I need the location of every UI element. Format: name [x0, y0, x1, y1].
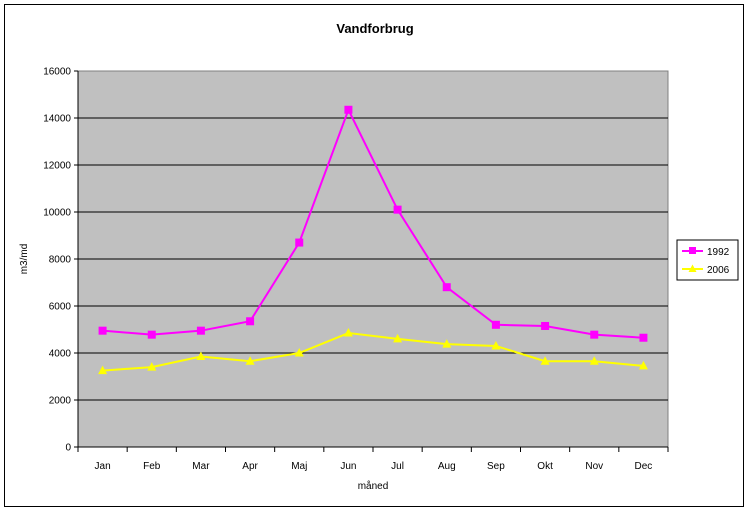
data-point-2006: [196, 351, 206, 361]
x-tick-label: Sep: [487, 461, 505, 472]
x-tick-label: Jan: [95, 461, 111, 472]
data-point-2006: [98, 365, 108, 375]
data-point-1992: [147, 330, 156, 339]
chart-frame: Vandforbrug 0 2000 4000 6000 8000 10000 12000 1…: [4, 4, 744, 507]
y-axis-label: m3/md: [19, 244, 30, 275]
data-point-1992: [541, 321, 550, 330]
data-point-2006: [245, 356, 255, 365]
x-axis-label: måned: [358, 480, 389, 492]
data-point-1992: [295, 238, 304, 247]
data-point-1992: [491, 320, 500, 329]
y-tick-label: 2000: [49, 396, 72, 407]
y-tick-label: 0: [65, 443, 71, 454]
data-point-1992: [639, 333, 648, 342]
y-axis: 0 2000 4000 6000 8000 10000 12000 14000 16000: [43, 67, 79, 454]
data-point-2006: [147, 362, 157, 371]
data-point-1992: [393, 205, 402, 214]
series-line-1992: [102, 107, 644, 339]
y-tick-label: 4000: [49, 349, 72, 360]
x-axis: Jan Feb Mar Apr Maj Jun Jul Aug Sep Okt Nov Dec: [77, 446, 669, 472]
legend-box: [676, 239, 739, 281]
data-point-2006: [638, 360, 648, 370]
x-tick-label: Okt: [537, 461, 553, 472]
y-tick-label: 10000: [43, 208, 71, 219]
x-tick-label: Aug: [438, 461, 456, 472]
gridlines: [78, 117, 668, 401]
x-tick-label: Mar: [192, 461, 210, 472]
data-point-2006: [589, 356, 599, 365]
y-tick-label: 12000: [43, 161, 71, 172]
legend-label-2006: 2006: [707, 265, 730, 276]
series-line-2006: [102, 332, 644, 372]
data-point-1992: [442, 283, 451, 292]
series-layer: [98, 105, 648, 375]
x-tick-label: Jul: [391, 461, 404, 472]
data-point-2006: [393, 333, 403, 343]
legend-marker-2006: [688, 264, 697, 272]
data-point-2006: [442, 339, 452, 348]
data-point-1992: [344, 105, 353, 114]
y-tick-label: 8000: [49, 255, 72, 266]
x-tick-label: Jun: [340, 461, 356, 472]
data-point-2006: [343, 328, 353, 337]
x-tick-label: Apr: [242, 461, 258, 472]
legend: 1992 2006: [676, 239, 739, 281]
x-tick-label: Nov: [585, 461, 603, 472]
data-point-2006: [491, 340, 501, 350]
chart-title: Vandforbrug: [336, 21, 413, 36]
x-tick-label: Maj: [291, 461, 307, 472]
data-point-2006: [540, 356, 550, 365]
data-point-2006: [294, 348, 304, 357]
legend-marker-1992: [689, 247, 696, 254]
y-tick-label: 16000: [43, 67, 71, 78]
data-point-1992: [246, 317, 255, 326]
x-tick-label: Dec: [635, 461, 653, 472]
legend-label-1992: 1992: [707, 247, 730, 258]
x-tick-label: Feb: [143, 461, 161, 472]
data-point-1992: [98, 326, 107, 335]
data-point-1992: [196, 326, 205, 335]
y-tick-label: 14000: [43, 114, 71, 125]
y-tick-label: 6000: [49, 302, 72, 313]
data-point-1992: [590, 330, 599, 339]
line-chart: Vandforbrug 0 2000 4000 6000 8000 10000 12000 1…: [19, 21, 739, 492]
